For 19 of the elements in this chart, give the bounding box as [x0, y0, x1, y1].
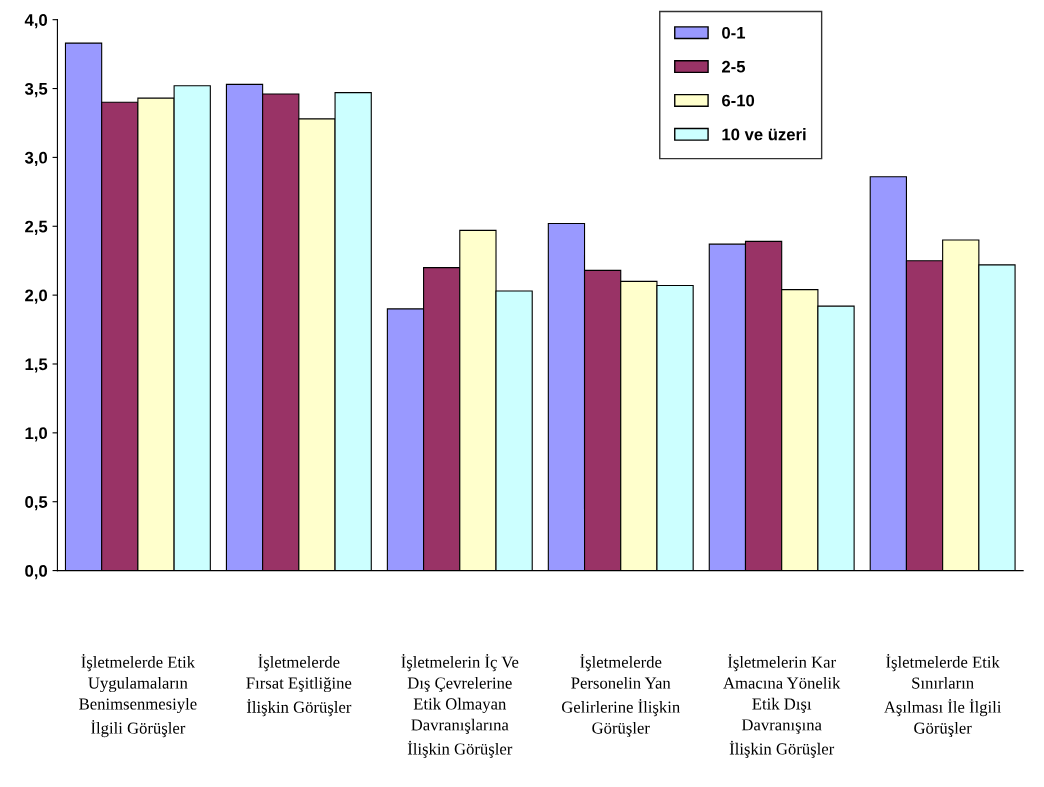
- x-tick-label: İşletmelerin İç Ve Dış Çevrelerine Etik Olmayan Davranışlarına İlişkin Görüşler: [401, 653, 519, 758]
- y-tick-label: 3,0: [24, 151, 48, 167]
- y-tick-label: 0,5: [25, 496, 48, 511]
- legend-label: 2-5: [721, 60, 746, 73]
- y-tick-label: 2,5: [25, 220, 48, 235]
- x-tick-label: İşletmelerde Fırsat Eşitliğine İlişkin Görüşler: [246, 653, 352, 717]
- y-tick-label: 2,0: [25, 289, 48, 304]
- x-tick-label: İşletmelerde Personelin Yan Gelirlerine İlişkin Görüşler: [561, 653, 680, 738]
- y-tick-label: 4,0: [24, 14, 48, 29]
- legend-label: 6-10: [722, 94, 755, 107]
- legend-label: 10 ve üzeri: [722, 128, 806, 141]
- legend-label: 0-1: [722, 26, 746, 39]
- y-tick-label: 1,0: [25, 427, 48, 442]
- y-tick-label: 1,5: [25, 358, 48, 373]
- y-tick-label: 3,5: [24, 82, 48, 98]
- x-tick-label: İşletmelerin Kar Amacına Yönelik Etik Dışı Davranışına İlişkin Görüşler: [723, 653, 841, 758]
- x-tick-label: İşletmelerde Etik Uygulamaların Benimsenmesiyle İlgili Görüşler: [79, 653, 197, 738]
- x-tick-label: İşletmelerde Etik Sınırların Aşılması İle İlgili Görüşler: [884, 653, 1002, 738]
- y-tick-label: 0,0: [25, 564, 48, 580]
